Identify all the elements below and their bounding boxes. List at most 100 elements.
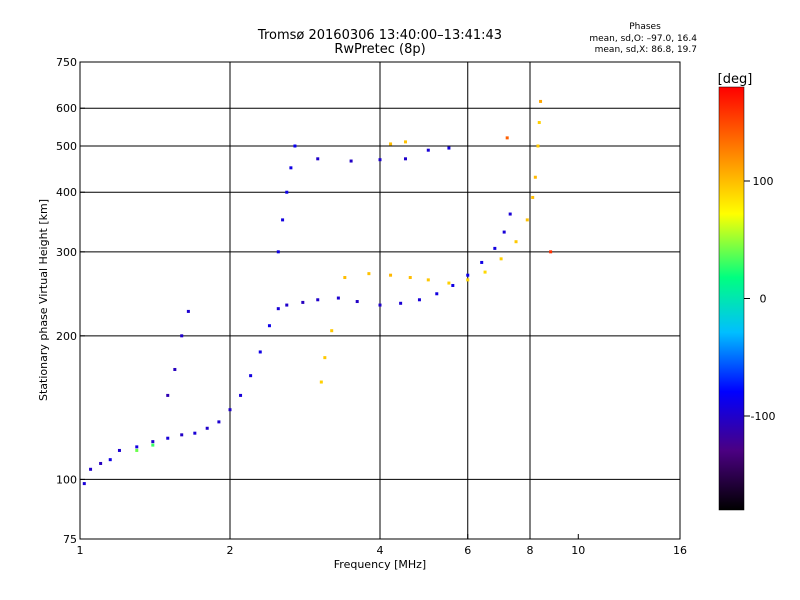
data-point: [289, 166, 293, 170]
data-point: [435, 292, 439, 296]
data-point: [426, 278, 430, 282]
data-point: [451, 283, 455, 287]
colorbar-ticks: 100 0 -100: [744, 175, 775, 423]
y-tick-label: 400: [56, 186, 77, 199]
data-point: [531, 195, 535, 199]
data-point: [499, 257, 503, 261]
data-point: [480, 260, 484, 264]
y-tick-label: 500: [56, 140, 77, 153]
colorbar-tick-label: -100: [751, 410, 776, 423]
data-point: [173, 367, 177, 371]
data-point: [319, 380, 323, 384]
y-tick-label: 100: [56, 473, 77, 486]
data-point: [349, 159, 353, 163]
data-point: [466, 278, 470, 282]
y-tick-labels: 75 100 200 300 400 500 600 750: [56, 56, 85, 546]
x-tick-label: 6: [464, 544, 471, 557]
y-tick-label: 75: [63, 533, 77, 546]
data-point: [151, 443, 155, 447]
data-point: [505, 136, 509, 140]
data-point: [293, 144, 297, 148]
y-tick-label: 300: [56, 246, 77, 259]
data-point: [367, 272, 371, 276]
data-point: [426, 148, 430, 152]
data-point: [483, 270, 487, 274]
data-point: [536, 144, 540, 148]
data-point: [285, 190, 289, 194]
data-point: [249, 374, 253, 378]
data-point: [239, 393, 243, 397]
data-point: [514, 240, 518, 244]
data-point: [276, 250, 280, 254]
x-tick-label: 16: [673, 544, 687, 557]
data-point: [108, 458, 112, 462]
x-tick-labels: 1 2 4 6 8 10 16: [77, 534, 687, 557]
colorbar-label: [deg]: [718, 72, 753, 87]
data-point: [330, 329, 334, 333]
y-tick-label: 600: [56, 102, 77, 115]
chart-subtitle: RwPretec (8p): [334, 42, 425, 57]
data-point: [378, 303, 382, 307]
colorbar: [718, 86, 745, 511]
grid-lines: [80, 62, 680, 539]
data-point: [408, 276, 412, 280]
data-point: [336, 296, 340, 300]
data-point: [389, 273, 393, 277]
data-point: [166, 436, 170, 440]
y-axis-label: Stationary phase Virtual Height [km]: [37, 199, 50, 401]
x-tick-label: 1: [77, 544, 84, 557]
data-point: [151, 440, 155, 444]
data-point: [533, 175, 537, 179]
data-point: [343, 276, 347, 280]
data-point: [399, 301, 403, 305]
data-point: [493, 246, 497, 250]
phases-header: Phases: [629, 22, 661, 32]
data-point: [285, 303, 289, 307]
data-point: [180, 433, 184, 437]
data-point: [447, 281, 451, 285]
chart-title: Tromsø 20160306 13:40:00–13:41:43: [257, 28, 502, 43]
data-point: [89, 467, 93, 471]
data-point: [378, 158, 382, 162]
data-point: [417, 298, 421, 302]
data-point: [117, 448, 121, 452]
data-point: [166, 393, 170, 397]
data-point: [258, 350, 262, 354]
stats-x: mean, sd,X: 86.8, 19.7: [595, 45, 697, 55]
data-point: [205, 426, 209, 430]
data-point: [135, 445, 139, 449]
stats-o: mean, sd,O: –97.0, 16.4: [589, 34, 697, 44]
data-point: [403, 140, 407, 144]
data-point: [355, 300, 359, 304]
data-point: [228, 408, 232, 412]
data-point: [525, 218, 529, 222]
data-point: [217, 420, 221, 424]
data-point: [502, 230, 506, 234]
y-tick-label: 750: [56, 56, 77, 69]
x-tick-label: 8: [527, 544, 534, 557]
data-point: [466, 273, 470, 277]
data-point: [539, 99, 543, 103]
data-point: [403, 157, 407, 161]
data-point: [447, 146, 451, 150]
x-axis-label: Frequency [MHz]: [334, 558, 426, 571]
data-point: [180, 334, 184, 338]
data-point: [99, 461, 103, 465]
data-point: [193, 431, 197, 435]
data-point: [82, 482, 86, 486]
data-point: [186, 309, 190, 313]
data-point: [281, 218, 285, 222]
data-point: [323, 356, 327, 360]
data-point: [316, 298, 320, 302]
x-tick-label: 4: [377, 544, 384, 557]
y-tick-label: 200: [56, 330, 77, 343]
colorbar-tick-label: 100: [753, 175, 774, 188]
data-point: [301, 300, 305, 304]
data-point: [549, 250, 553, 254]
data-points: [82, 99, 553, 486]
colorbar-tick-label: 0: [760, 293, 767, 306]
data-point: [537, 121, 541, 125]
data-point: [316, 157, 320, 161]
data-point: [267, 324, 271, 328]
